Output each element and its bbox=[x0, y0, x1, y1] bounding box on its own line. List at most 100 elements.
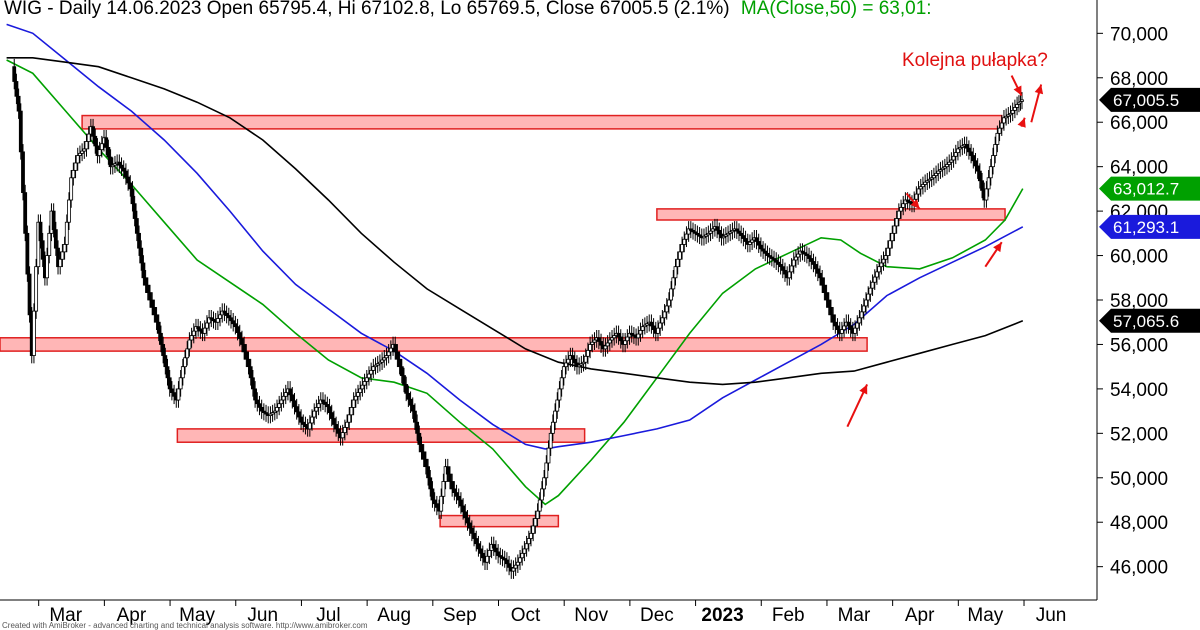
candle-body bbox=[660, 317, 665, 324]
candle-body bbox=[485, 555, 490, 563]
candle-body bbox=[183, 357, 187, 368]
candle-body bbox=[62, 244, 67, 253]
candle-body bbox=[474, 538, 479, 545]
candle-body bbox=[373, 364, 378, 368]
candle-body bbox=[949, 159, 954, 163]
candle-body bbox=[877, 266, 882, 273]
candle-body bbox=[931, 175, 936, 179]
candle-body bbox=[769, 256, 774, 259]
candle-body bbox=[750, 239, 755, 243]
candle-body bbox=[765, 252, 770, 256]
candle-body bbox=[152, 307, 157, 316]
candle-body bbox=[329, 412, 334, 419]
candle-body bbox=[680, 244, 684, 253]
candle-body bbox=[715, 226, 720, 231]
candle-body bbox=[739, 232, 744, 236]
candle-body bbox=[459, 499, 463, 507]
candle-body bbox=[108, 156, 113, 168]
candle-body bbox=[56, 247, 60, 268]
candle-body bbox=[386, 351, 391, 356]
candle-body bbox=[32, 310, 36, 356]
candle-body bbox=[763, 250, 768, 254]
candle-body bbox=[106, 147, 111, 158]
candle-body bbox=[535, 510, 540, 519]
y-tick-label: 46,000 bbox=[1110, 558, 1168, 579]
candle-body bbox=[599, 341, 603, 346]
candle-body bbox=[191, 330, 196, 336]
candle-body bbox=[831, 314, 836, 323]
candle-body bbox=[774, 259, 779, 263]
candle-body bbox=[945, 164, 949, 168]
candle-body bbox=[58, 258, 63, 268]
candle-body bbox=[1020, 99, 1024, 102]
candle-body bbox=[377, 361, 382, 365]
candle-body bbox=[469, 527, 474, 534]
candle-body bbox=[586, 349, 590, 357]
x-tick-label: Jun bbox=[1036, 605, 1067, 626]
candle-body bbox=[925, 180, 930, 183]
candle-body bbox=[360, 384, 365, 390]
candle-body bbox=[500, 556, 505, 559]
candle-body bbox=[467, 522, 472, 529]
x-tick-label: Dec bbox=[640, 605, 674, 626]
candle-body bbox=[454, 492, 459, 497]
x-axis: Mar Apr May Jun Jul Aug Sep Oct Nov Dec 2023 Feb Mar… bbox=[38, 600, 1067, 626]
candle-body bbox=[450, 481, 455, 490]
x-tick-label: Aug bbox=[377, 605, 411, 626]
candle-body bbox=[110, 164, 115, 168]
candle-body bbox=[960, 145, 965, 148]
candle-body bbox=[498, 555, 503, 558]
candle-body bbox=[439, 495, 444, 512]
candle-body bbox=[303, 424, 308, 428]
candle-body bbox=[137, 232, 141, 249]
candle-body bbox=[314, 407, 319, 412]
candle-body bbox=[69, 177, 74, 201]
arrow-head-3 bbox=[1013, 85, 1022, 96]
value-tags: 67,005.5 63,012.7 61,293.1 57,065.6 bbox=[1099, 87, 1200, 333]
candle-body bbox=[988, 166, 993, 179]
candle-body bbox=[86, 133, 91, 142]
candle-body bbox=[555, 399, 560, 412]
candle-body bbox=[561, 366, 566, 379]
candle-body bbox=[942, 166, 947, 169]
zone-0 bbox=[81, 114, 1003, 130]
candle-body bbox=[607, 339, 612, 344]
candle-body bbox=[452, 488, 457, 493]
candle-body bbox=[141, 262, 146, 279]
candle-body bbox=[369, 369, 374, 375]
candle-body bbox=[145, 284, 150, 293]
candle-body bbox=[104, 137, 109, 148]
candle-body bbox=[215, 318, 220, 323]
candle-body bbox=[21, 151, 25, 193]
candle-body bbox=[270, 412, 275, 415]
candle-body bbox=[984, 188, 989, 201]
candle-body bbox=[704, 234, 709, 237]
candle-body bbox=[119, 164, 124, 169]
candle-body bbox=[772, 258, 776, 261]
candle-body bbox=[695, 232, 700, 236]
candle-body bbox=[410, 404, 415, 412]
candle-body bbox=[522, 548, 527, 554]
candle-body bbox=[487, 549, 492, 557]
candle-body bbox=[916, 188, 921, 195]
candle-body bbox=[697, 234, 702, 237]
candle-body bbox=[1002, 117, 1006, 124]
candle-body bbox=[180, 366, 185, 379]
candle-body bbox=[198, 328, 203, 332]
candle-body bbox=[445, 466, 450, 475]
candle-body bbox=[783, 269, 787, 275]
candle-body bbox=[794, 256, 798, 261]
candle-body bbox=[233, 323, 238, 328]
candle-body bbox=[423, 458, 428, 468]
candle-body bbox=[848, 325, 853, 331]
candle-body bbox=[347, 414, 352, 423]
candle-body bbox=[406, 392, 411, 400]
candle-body bbox=[780, 266, 785, 271]
candle-body bbox=[321, 399, 325, 403]
candle-body bbox=[664, 305, 669, 313]
value-tag-label: 63,012.7 bbox=[1113, 180, 1179, 199]
candle-body bbox=[40, 240, 45, 260]
candle-body bbox=[426, 466, 430, 479]
candle-body bbox=[524, 543, 529, 550]
candle-body bbox=[590, 341, 595, 345]
